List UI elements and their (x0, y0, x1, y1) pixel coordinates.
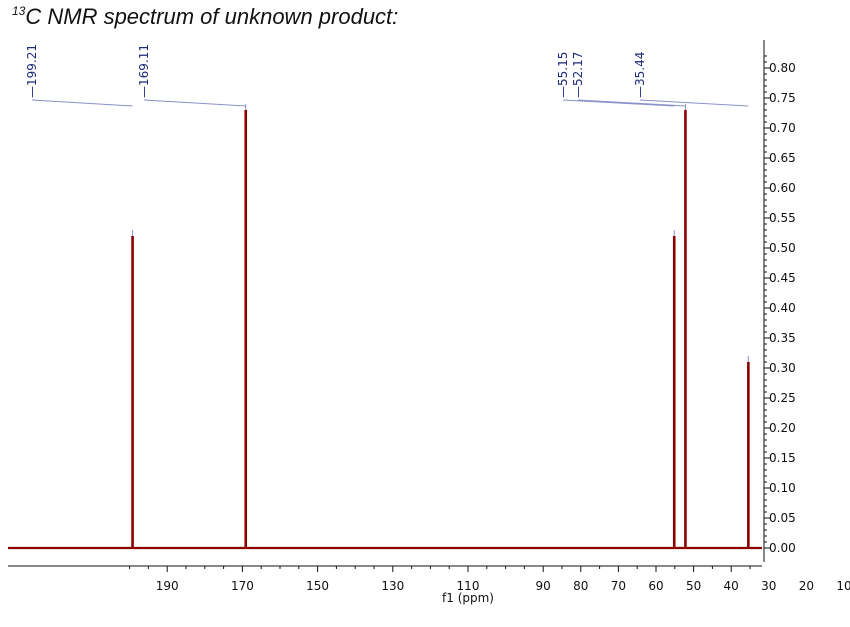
y-tick-label: 0.80 (769, 61, 796, 75)
peak-label-connector (31, 99, 133, 107)
x-tick-label: 110 (457, 579, 480, 593)
y-tick-label: 0.35 (769, 331, 796, 345)
x-tick-label: 20 (799, 579, 814, 593)
y-tick-label: 0.55 (769, 211, 796, 225)
x-tick-label: 90 (536, 579, 551, 593)
title-text: C NMR spectrum of unknown product: (25, 4, 399, 29)
x-tick-label: 130 (381, 579, 404, 593)
y-tick-label: 0.40 (769, 301, 796, 315)
y-tick-label: 0.15 (769, 451, 796, 465)
x-tick-label: 170 (231, 579, 254, 593)
y-tick-label: 0.00 (769, 541, 796, 555)
y-tick-label: 0.30 (769, 361, 796, 375)
y-tick-label: 0.70 (769, 121, 796, 135)
peak-label: —199.21 (25, 44, 39, 98)
x-tick-label: 150 (306, 579, 329, 593)
x-tick-label: 10 (836, 579, 850, 593)
peak-label: —52.17 (571, 52, 585, 98)
x-axis-label: f1 (ppm) (442, 591, 494, 605)
page-title: 13C NMR spectrum of unknown product: (12, 4, 398, 30)
y-tick-label: 0.45 (769, 271, 796, 285)
x-tick-label: 70 (611, 579, 626, 593)
x-tick-label: 60 (648, 579, 663, 593)
y-tick-label: 0.05 (769, 511, 796, 525)
x-tick-label: 40 (724, 579, 739, 593)
peak-label: —55.15 (556, 52, 570, 98)
y-tick-label: 0.10 (769, 481, 796, 495)
y-tick-label: 0.25 (769, 391, 796, 405)
title-superscript: 13 (12, 4, 26, 18)
x-tick-label: 190 (156, 579, 179, 593)
peak-label: —35.44 (633, 52, 647, 98)
peak-label-connector (577, 99, 686, 107)
peak-label-connector (143, 99, 246, 107)
y-tick-label: 0.20 (769, 421, 796, 435)
peak-label-connector (639, 99, 749, 107)
x-tick-label: 50 (686, 579, 701, 593)
y-tick-label: 0.60 (769, 181, 796, 195)
peak-label: —169.11 (137, 44, 151, 98)
y-tick-label: 0.75 (769, 91, 796, 105)
x-tick-label: 30 (761, 579, 776, 593)
x-tick-label: 80 (573, 579, 588, 593)
peak-label-connector (562, 99, 675, 107)
y-tick-label: 0.50 (769, 241, 796, 255)
y-tick-label: 0.65 (769, 151, 796, 165)
